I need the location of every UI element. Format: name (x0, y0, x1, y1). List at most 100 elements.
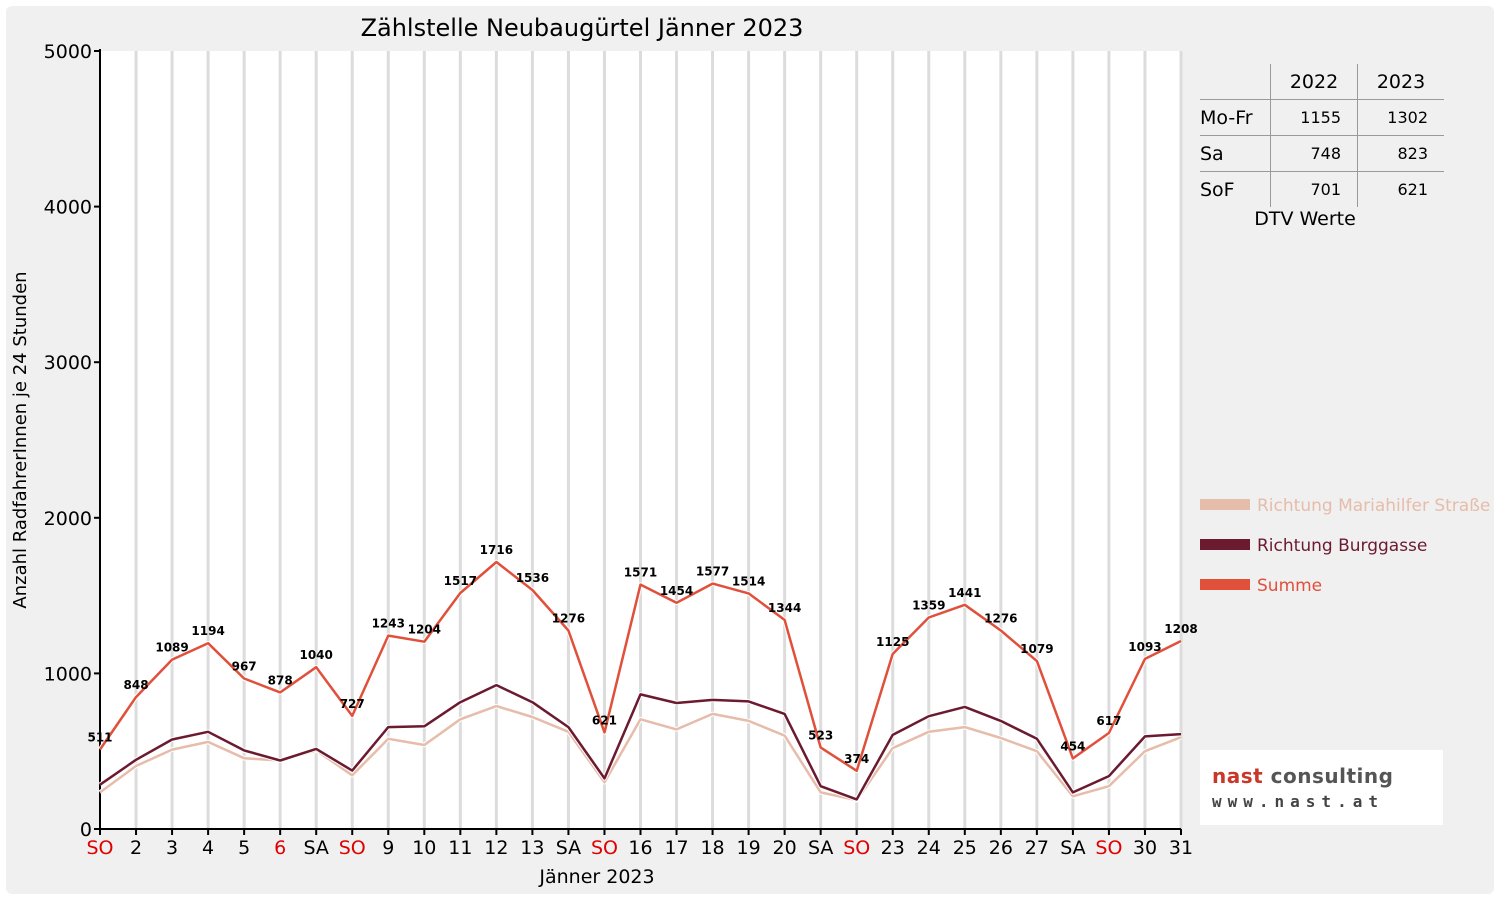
dtv-corner-cell (1200, 64, 1271, 100)
x-tick-label: SA (556, 837, 581, 859)
x-tick-label: 9 (382, 837, 394, 859)
data-label: 1514 (732, 574, 765, 588)
data-label: 523 (808, 729, 833, 743)
x-tick-label: 31 (1169, 837, 1193, 859)
x-tick-label: 25 (953, 837, 977, 859)
x-tick-label: 11 (448, 837, 472, 859)
logo-url: www.nast.at (1212, 792, 1384, 811)
logo-name: nast consulting (1212, 764, 1393, 788)
data-label: 511 (87, 730, 112, 744)
data-label: 1243 (372, 617, 405, 631)
data-label: 1194 (191, 624, 224, 638)
x-tick-label: SA (808, 837, 833, 859)
data-label: 1571 (624, 566, 657, 580)
legend-label: Richtung Burggasse (1257, 536, 1427, 556)
legend-swatch (1200, 499, 1250, 510)
data-label: 1208 (1164, 622, 1197, 636)
dtv-cell: 621 (1357, 171, 1444, 207)
data-label: 617 (1096, 714, 1121, 728)
x-tick-label: 17 (664, 837, 688, 859)
dtv-row-mo-fr: Mo-Fr 1155 1302 (1200, 99, 1444, 136)
company-logo: nast consulting www.nast.at (1200, 750, 1443, 825)
data-label: 727 (340, 697, 365, 711)
data-label: 878 (268, 673, 293, 687)
y-tick-label: 4000 (44, 197, 92, 219)
data-label: 1276 (984, 611, 1017, 625)
chart-axes: 0 1000 2000 3000 4000 5000 SO 2 3 4 5 6 SA SO 9 10 11 12 1… (44, 41, 1193, 859)
chart-series (98, 559, 1183, 803)
x-tick-label: 10 (412, 837, 436, 859)
dtv-header-2022: 2022 (1270, 64, 1358, 100)
dtv-cell: 1302 (1357, 99, 1444, 136)
series-line (98, 560, 1182, 773)
dtv-cell: 748 (1270, 135, 1358, 172)
data-label: 374 (844, 752, 869, 766)
data-label: 1204 (408, 623, 441, 637)
data-label: 1089 (155, 641, 188, 655)
dtv-row-sa: Sa 748 823 (1200, 135, 1444, 172)
y-tick-label: 2000 (44, 508, 92, 530)
data-label: 1716 (480, 543, 513, 557)
x-tick-label: 19 (737, 837, 761, 859)
dtv-header-row: 2022 2023 (1200, 64, 1444, 100)
legend-label: Richtung Mariahilfer Straße (1257, 496, 1490, 516)
legend-label: Summe (1257, 576, 1322, 596)
logo-name-part2: consulting (1263, 764, 1394, 788)
y-tick-label: 5000 (44, 41, 92, 63)
data-label: 1040 (299, 648, 332, 662)
x-tick-label: 12 (484, 837, 508, 859)
x-tick-label: 26 (989, 837, 1013, 859)
x-tick-label: 18 (700, 837, 724, 859)
x-tick-label: 13 (520, 837, 544, 859)
data-label: 1125 (876, 635, 909, 649)
dtv-cell: 1155 (1270, 99, 1358, 136)
x-tick-label: 4 (202, 837, 214, 859)
x-tick-label: SA (303, 837, 328, 859)
dtv-cell: 701 (1270, 171, 1358, 207)
dtv-caption: DTV Werte (1254, 208, 1356, 230)
data-label: 967 (232, 660, 257, 674)
chart-title: Zählstelle Neubaugürtel Jänner 2023 (361, 14, 804, 42)
x-tick-label: 30 (1133, 837, 1157, 859)
series-line (99, 683, 1182, 801)
x-tick-label: 24 (917, 837, 941, 859)
dtv-row-label: Mo-Fr (1200, 99, 1271, 136)
x-tick-label: SA (1060, 837, 1085, 859)
x-tick-label: SO (843, 837, 870, 859)
logo-name-part1: nast (1212, 764, 1264, 788)
y-tick-label: 0 (80, 819, 92, 841)
x-axis-label: Jänner 2023 (538, 866, 654, 888)
x-tick-label: 20 (773, 837, 797, 859)
data-label: 1536 (516, 571, 549, 585)
x-tick-label: 27 (1025, 837, 1049, 859)
data-label: 1441 (948, 586, 981, 600)
x-tick-label: 16 (628, 837, 652, 859)
x-tick-label: SO (339, 837, 366, 859)
dtv-header-2023: 2023 (1357, 64, 1444, 100)
y-tick-label: 3000 (44, 352, 92, 374)
x-tick-label: 6 (274, 837, 286, 859)
data-label: 1344 (768, 601, 801, 615)
data-label: 848 (124, 678, 149, 692)
x-tick-label: SO (591, 837, 618, 859)
data-label: 454 (1060, 739, 1085, 753)
data-label: 1454 (660, 584, 693, 598)
dtv-row-label: Sa (1200, 135, 1271, 172)
dtv-row-sof: SoF 701 621 (1200, 171, 1444, 207)
data-label: 1359 (912, 599, 945, 613)
x-tick-label: 5 (238, 837, 250, 859)
y-axis-label: Anzahl RadfahrerInnen je 24 Stunden (10, 271, 31, 608)
dtv-table: 2022 2023 Mo-Fr 1155 1302 Sa 748 823 SoF… (1200, 64, 1444, 207)
chart-grid (100, 51, 1183, 829)
x-tick-label: 2 (130, 837, 142, 859)
data-label: 1517 (444, 574, 477, 588)
data-label: 1093 (1128, 640, 1161, 654)
y-tick-label: 1000 (44, 663, 92, 685)
x-tick-label: SO (1095, 837, 1122, 859)
x-tick-label: 23 (881, 837, 905, 859)
dtv-row-label: SoF (1200, 178, 1235, 201)
chart-legend: Richtung Mariahilfer Straße Richtung Burg… (1200, 496, 1490, 596)
x-tick-label: SO (86, 837, 113, 859)
